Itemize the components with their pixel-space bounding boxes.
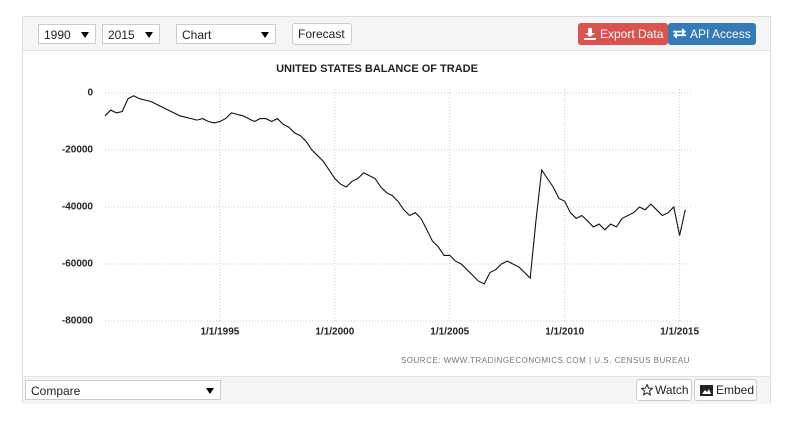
x-tick-label: 1/1/2000 — [315, 327, 354, 338]
toolbar: 1990 2015 Chart Forecast Export Data API… — [23, 17, 770, 51]
watch-button[interactable]: Watch — [636, 379, 692, 401]
chart-title: UNITED STATES BALANCE OF TRADE — [276, 63, 478, 75]
export-button[interactable]: Export Data — [578, 23, 668, 45]
y-tick-label: -20000 — [62, 145, 94, 156]
y-tick-label: -60000 — [62, 259, 94, 270]
end-year-select[interactable]: 2015 — [102, 24, 160, 44]
footer: Compare Watch Embed — [23, 376, 770, 404]
caret — [261, 32, 269, 38]
source: SOURCE: WWW.TRADINGECONOMICS.COM | U.S. … — [401, 356, 690, 365]
start-year: 1990 — [44, 28, 71, 42]
caret — [206, 388, 214, 394]
image-icon — [700, 385, 713, 396]
watch-label: Watch — [655, 383, 689, 397]
export-label: Export Data — [600, 27, 664, 41]
x-tick-label: 1/1/2005 — [430, 327, 469, 338]
api-label: API Access — [690, 27, 751, 41]
embed-label: Embed — [716, 383, 755, 397]
api-button[interactable]: API Access — [668, 23, 756, 45]
swap-icon — [673, 28, 686, 39]
end-year: 2015 — [108, 28, 135, 42]
x-tick-label: 1/1/1995 — [200, 327, 239, 338]
y-tick-label: -80000 — [62, 316, 94, 327]
compare: Compare — [31, 384, 81, 398]
data-line — [104, 95, 686, 285]
view-select[interactable]: Chart — [176, 24, 276, 44]
x-tick-label: 1/1/2010 — [545, 327, 584, 338]
caret — [81, 32, 89, 38]
start-year-select[interactable]: 1990 — [38, 24, 96, 44]
view: Chart — [182, 28, 212, 42]
star-icon — [641, 384, 653, 396]
download-icon — [584, 28, 596, 40]
forecast-button[interactable]: Forecast — [292, 23, 352, 45]
x-tick-label: 1/1/2015 — [660, 327, 699, 338]
y-tick-label: -40000 — [62, 202, 94, 213]
compare-select[interactable]: Compare — [25, 380, 221, 400]
caret — [145, 32, 153, 38]
y-tick-label: 0 — [87, 88, 93, 99]
embed-button[interactable]: Embed — [694, 379, 757, 401]
